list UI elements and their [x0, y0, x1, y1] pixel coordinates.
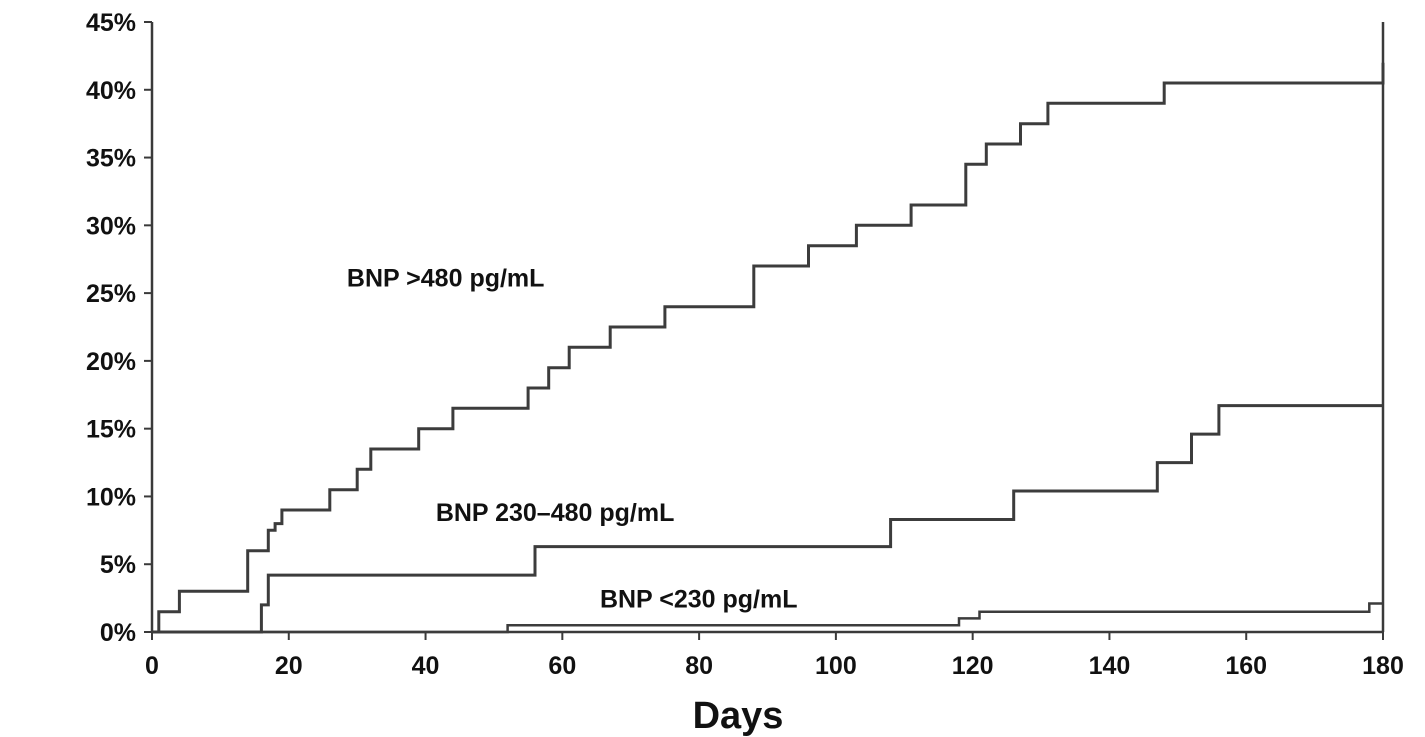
- series-label-3: BNP <230 pg/mL: [600, 586, 798, 614]
- series-lines: [152, 62, 1385, 634]
- y-tick-label: 40%: [86, 77, 136, 105]
- y-tick-label: 0%: [100, 619, 136, 647]
- y-tick-label: 30%: [86, 212, 136, 240]
- y-tick-label: 15%: [86, 416, 136, 444]
- series-line-2: [152, 404, 1383, 634]
- x-tick-label: 80: [685, 652, 713, 680]
- series-line-3: [152, 602, 1383, 634]
- series-line-1: [152, 62, 1385, 634]
- series-label-2: BNP 230–480 pg/mL: [436, 499, 675, 527]
- y-tick-label: 45%: [86, 9, 136, 37]
- series-labels: BNP >480 pg/mL BNP 230–480 pg/mL BNP <230 …: [347, 264, 798, 613]
- x-axis-ticks: 0 20 40 60 80 100 120 140 160 180: [145, 632, 1404, 680]
- series-label-1: BNP >480 pg/mL: [347, 264, 545, 292]
- y-axis-ticks: 0% 5% 10% 15% 20% 25% 30% 35% 40% 45%: [86, 9, 152, 647]
- y-tick-label: 25%: [86, 280, 136, 308]
- y-tick-label: 5%: [100, 551, 136, 579]
- x-tick-label: 40: [412, 652, 440, 680]
- x-axis-label: Days: [693, 695, 784, 737]
- x-tick-label: 60: [548, 652, 576, 680]
- x-tick-label: 140: [1089, 652, 1131, 680]
- x-tick-label: 20: [275, 652, 303, 680]
- y-tick-label: 20%: [86, 348, 136, 376]
- y-tick-label: 10%: [86, 483, 136, 511]
- y-tick-label: 35%: [86, 145, 136, 173]
- x-tick-label: 160: [1225, 652, 1267, 680]
- x-tick-label: 0: [145, 652, 159, 680]
- x-tick-label: 100: [815, 652, 857, 680]
- x-tick-label: 180: [1362, 652, 1404, 680]
- plot-area: [150, 22, 1385, 634]
- x-tick-label: 120: [952, 652, 994, 680]
